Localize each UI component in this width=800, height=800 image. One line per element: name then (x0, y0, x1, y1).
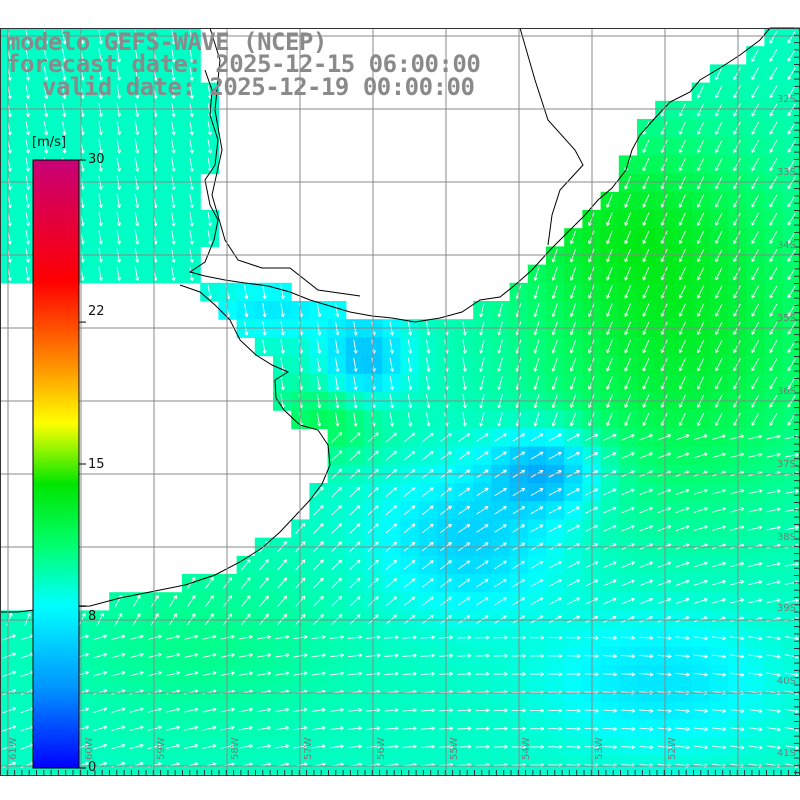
lat-label-40s: 40S (776, 676, 796, 687)
lon-label-54w: 54W (521, 737, 532, 760)
colorbar-tick-15: 15 (88, 457, 105, 472)
border-line (519, 27, 584, 246)
map-title-valid-date: valid date: 2025-12-19 00:00:00 (42, 73, 475, 101)
lat-label-36s: 36S (776, 386, 796, 397)
lat-label-35s: 35S (776, 313, 796, 324)
lon-label-53w: 53W (594, 737, 605, 760)
lon-label-59w: 59W (156, 737, 167, 760)
lon-label-55w: 55W (449, 737, 460, 760)
colorbar-unit-label: [m/s] (32, 135, 66, 150)
lon-label-60w: 60W (84, 737, 95, 760)
lon-label-57w: 57W (303, 737, 314, 760)
colorbar-tick-8: 8 (88, 609, 97, 624)
colorbar (32, 159, 86, 769)
lon-label-58w: 58W (230, 737, 241, 760)
colorbar-ramp (32, 159, 80, 769)
lat-label-34s: 34S (776, 240, 796, 251)
lat-label-37s: 37S (776, 459, 796, 470)
lon-label-61w: 61W (8, 737, 19, 760)
colorbar-tick-30: 30 (88, 152, 105, 167)
lat-label-38s: 38S (776, 532, 796, 543)
colorbar-tick-22: 22 (88, 304, 105, 319)
lon-label-56w: 56W (376, 737, 387, 760)
lat-label-39s: 39S (776, 603, 796, 614)
lat-label-32s: 32S (776, 94, 796, 105)
colorbar-tick-0: 0 (88, 760, 97, 775)
lat-label-41s: 41S (776, 748, 796, 759)
lon-label-52w: 52W (667, 737, 678, 760)
lat-label-33s: 33S (776, 167, 796, 178)
